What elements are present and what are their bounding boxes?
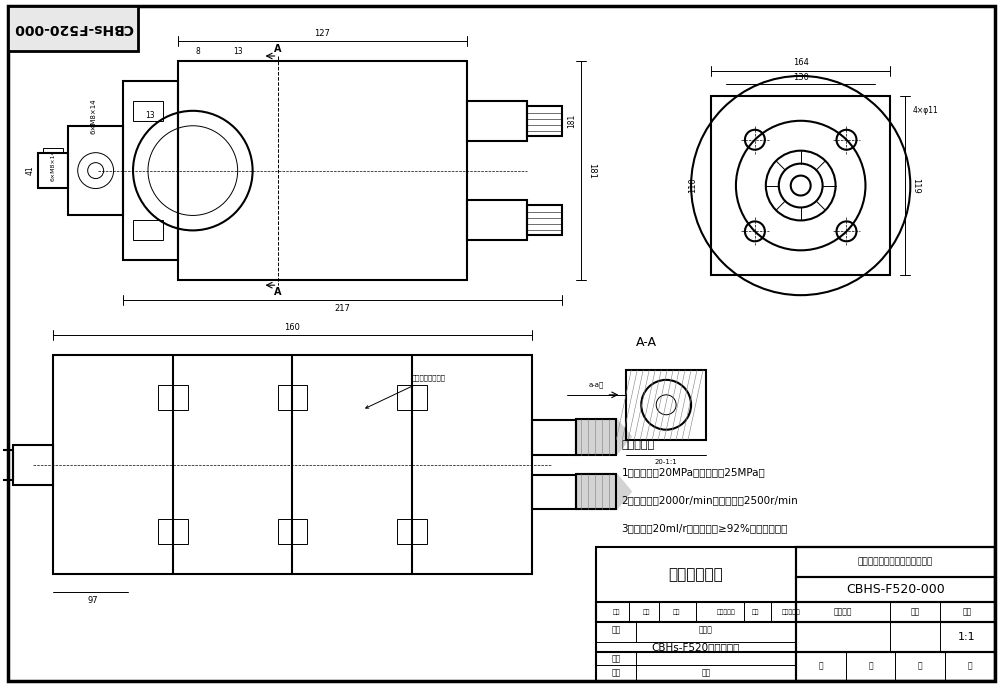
Bar xyxy=(0,449,13,480)
Bar xyxy=(133,101,163,121)
Bar xyxy=(397,519,427,544)
Bar xyxy=(467,101,527,141)
Text: 20-1:1: 20-1:1 xyxy=(655,459,678,464)
Text: 13: 13 xyxy=(233,47,242,56)
Bar xyxy=(68,126,123,216)
Text: 签名: 签名 xyxy=(752,609,760,615)
Text: 164: 164 xyxy=(793,58,809,67)
Bar xyxy=(43,148,63,153)
Text: 1:1: 1:1 xyxy=(958,632,976,642)
Text: 1、额定压力20MPa，最高压力25MPa。: 1、额定压力20MPa，最高压力25MPa。 xyxy=(621,468,765,477)
Text: 工艺: 工艺 xyxy=(612,668,621,677)
Text: 217: 217 xyxy=(334,304,350,313)
Text: 共: 共 xyxy=(818,662,823,671)
Text: 设计: 设计 xyxy=(612,625,621,635)
Text: 127: 127 xyxy=(314,29,330,38)
Text: 160: 160 xyxy=(285,323,300,332)
Text: 鉴图: 鉴图 xyxy=(701,668,711,677)
Bar xyxy=(532,475,576,510)
Text: 重量: 重量 xyxy=(911,607,920,616)
Bar xyxy=(527,205,562,236)
Text: CBHs-F520齿轮泵总成: CBHs-F520齿轮泵总成 xyxy=(652,642,740,652)
Text: 6×M8×14: 6×M8×14 xyxy=(51,150,56,181)
Text: 181: 181 xyxy=(587,163,596,179)
Bar xyxy=(796,652,995,681)
Bar xyxy=(123,81,178,260)
Text: 标记: 标记 xyxy=(613,609,620,615)
Bar xyxy=(53,355,532,574)
Bar xyxy=(8,6,138,51)
Text: A: A xyxy=(274,287,281,297)
Text: 4×φ11: 4×φ11 xyxy=(912,106,938,115)
Bar xyxy=(796,548,995,577)
Bar xyxy=(397,385,427,409)
Bar xyxy=(711,96,890,275)
Text: 比例: 比例 xyxy=(962,607,972,616)
Text: A-A: A-A xyxy=(636,335,657,348)
Bar xyxy=(178,61,467,280)
Text: 41: 41 xyxy=(26,166,35,175)
Text: 119: 119 xyxy=(911,178,920,194)
Text: 8: 8 xyxy=(195,47,200,56)
Text: 套: 套 xyxy=(968,662,972,671)
Bar xyxy=(532,420,576,455)
Text: 110: 110 xyxy=(689,178,698,194)
Text: 2、额定转速2000r/min，最高转速2500r/min: 2、额定转速2000r/min，最高转速2500r/min xyxy=(621,495,798,506)
Bar xyxy=(796,602,995,622)
Bar xyxy=(527,106,562,136)
Text: 第: 第 xyxy=(918,662,923,671)
Text: CBHs-F520-000: CBHs-F520-000 xyxy=(13,21,133,35)
Bar xyxy=(278,519,307,544)
Bar xyxy=(796,622,995,652)
Text: A: A xyxy=(274,44,281,54)
Bar xyxy=(576,473,616,510)
Polygon shape xyxy=(576,473,631,510)
Text: 分区: 分区 xyxy=(672,609,680,615)
Bar xyxy=(467,201,527,240)
Bar xyxy=(133,221,163,240)
Bar xyxy=(278,385,307,409)
Text: 6×M8×14: 6×M8×14 xyxy=(90,98,96,133)
Text: 静夜标记: 静夜标记 xyxy=(833,607,852,616)
Text: 标准化: 标准化 xyxy=(699,625,713,635)
Bar xyxy=(38,153,68,188)
Text: 审核: 审核 xyxy=(612,655,621,664)
Text: 13: 13 xyxy=(146,111,155,120)
Text: 97: 97 xyxy=(88,596,98,605)
Bar xyxy=(626,370,706,440)
Text: 更改文件号: 更改文件号 xyxy=(717,609,735,615)
Text: 130: 130 xyxy=(793,74,809,82)
Text: 常州博信华盛液压科技有限公司: 常州博信华盛液压科技有限公司 xyxy=(858,558,933,567)
Bar xyxy=(596,602,796,622)
Polygon shape xyxy=(576,419,631,455)
Text: 液压平衡补偿阀孔: 液压平衡补偿阀孔 xyxy=(366,375,446,408)
Bar xyxy=(13,444,53,484)
Text: 外连接尺寸图: 外连接尺寸图 xyxy=(669,567,723,582)
Text: 年、月、日: 年、月、日 xyxy=(781,609,800,615)
Text: 套: 套 xyxy=(868,662,873,671)
Bar xyxy=(796,577,995,602)
Bar xyxy=(596,548,995,681)
Bar xyxy=(796,548,995,681)
Text: 技术参数：: 技术参数： xyxy=(621,440,654,450)
Text: 处数: 处数 xyxy=(642,609,650,615)
Text: 181: 181 xyxy=(567,113,576,128)
Bar xyxy=(576,419,616,455)
Text: CBHS-F520-000: CBHS-F520-000 xyxy=(846,583,945,596)
Bar xyxy=(158,519,188,544)
Text: a-a附: a-a附 xyxy=(589,381,604,388)
Bar xyxy=(158,385,188,409)
Text: 3、排量：20ml/r，容积效率≥92%，旋向：左旋: 3、排量：20ml/r，容积效率≥92%，旋向：左旋 xyxy=(621,523,788,533)
